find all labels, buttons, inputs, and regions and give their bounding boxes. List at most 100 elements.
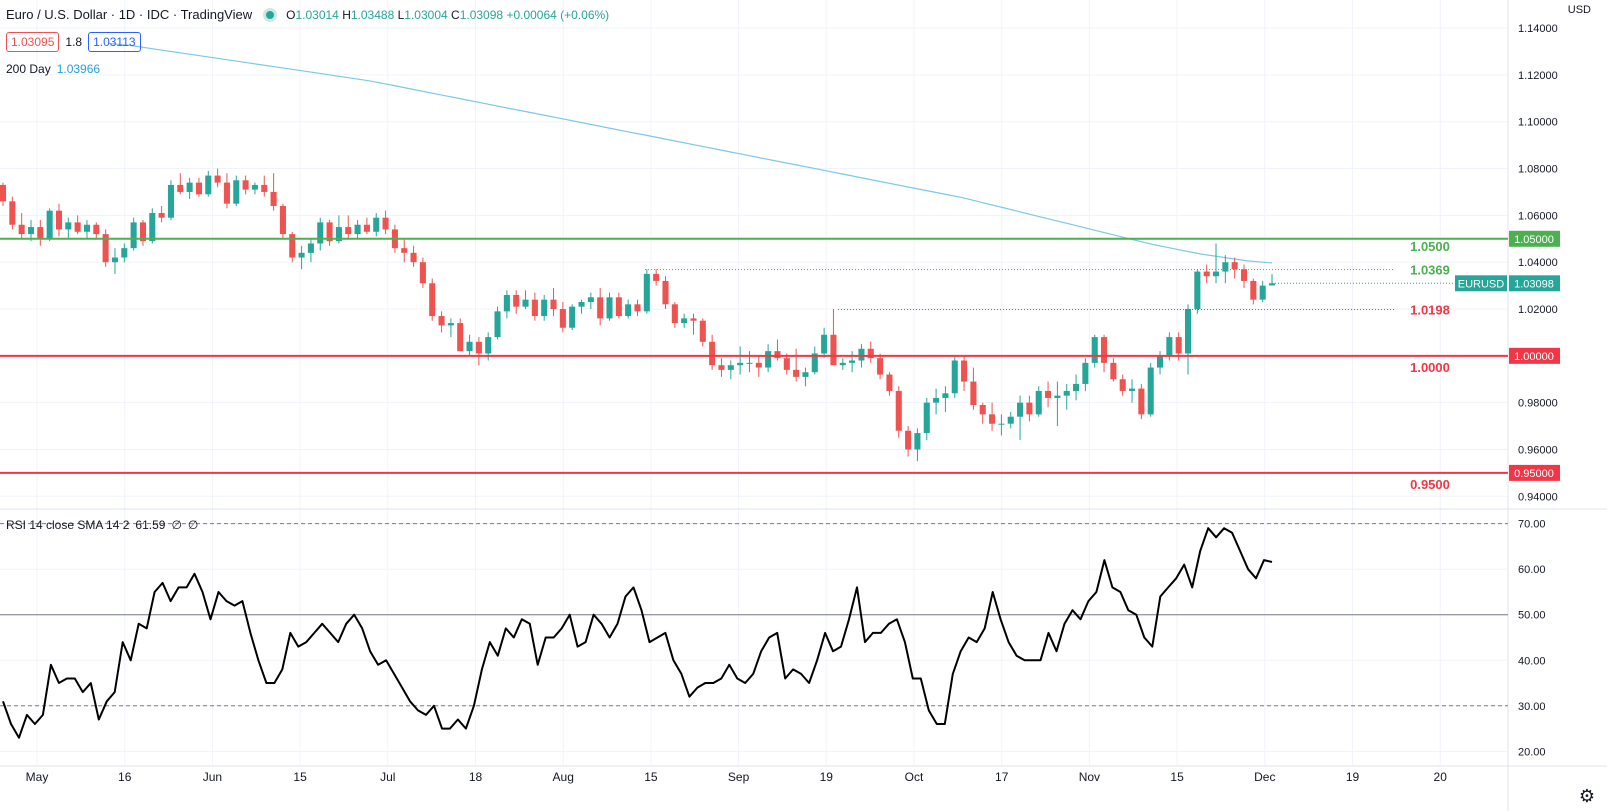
- candle-body: [541, 299, 548, 317]
- y-tick-label: 1.10000: [1518, 117, 1558, 129]
- level-axis-label: 0.95000: [1514, 468, 1554, 480]
- candle-body: [513, 294, 520, 307]
- symbol-title[interactable]: Euro / U.S. Dollar · 1D · IDC · TradingV…: [6, 7, 253, 22]
- candle-body: [37, 227, 44, 239]
- level-axis-label: 1.00000: [1514, 351, 1554, 363]
- rsi-tick-label: 40.00: [1518, 655, 1546, 667]
- candle-body: [895, 390, 902, 431]
- candle-body: [550, 299, 557, 310]
- candle-body: [1138, 388, 1145, 415]
- candle-body: [1250, 280, 1257, 300]
- candle-body: [970, 381, 977, 405]
- currency-selector[interactable]: USD: [1567, 4, 1591, 16]
- candle-body: [858, 348, 865, 361]
- candle-body: [345, 227, 352, 235]
- candle-body: [83, 224, 91, 232]
- candle-body: [615, 297, 622, 317]
- candle-body: [401, 248, 408, 253]
- rsi-tick-label: 20.00: [1518, 746, 1546, 758]
- candle-body: [307, 243, 314, 253]
- candle-body: [503, 294, 510, 312]
- x-tick-label: 19: [1346, 770, 1360, 784]
- rsi-tick-label: 70.00: [1518, 519, 1546, 531]
- x-tick-label: Sep: [728, 770, 750, 784]
- spread-value: 1.8: [65, 35, 83, 49]
- level-axis-badge: [1509, 230, 1560, 247]
- candle-body: [1259, 285, 1266, 300]
- candle-body: [681, 318, 688, 324]
- candle-body: [727, 365, 734, 370]
- candle-body: [205, 175, 212, 195]
- candle-body: [242, 180, 249, 190]
- candle-body: [989, 414, 996, 424]
- symbol-header: Euro / U.S. Dollar · 1D · IDC · TradingV…: [6, 7, 609, 22]
- gear-icon[interactable]: ⚙: [1578, 786, 1595, 806]
- candle-body: [466, 341, 473, 352]
- candle-body: [802, 372, 809, 377]
- candle-body: [121, 248, 128, 258]
- rsi-tick-label: 50.00: [1518, 610, 1546, 622]
- candle-body: [55, 210, 63, 230]
- candle-body: [102, 234, 109, 263]
- buy-price-button[interactable]: 1.03113: [88, 32, 141, 52]
- candle-body: [298, 252, 305, 258]
- candle-body: [1222, 262, 1229, 272]
- rsi-legend[interactable]: RSI 14 close SMA 14 2 61.59 ∅ ∅: [6, 518, 198, 532]
- candle-body: [373, 217, 380, 232]
- candle-body: [1184, 309, 1192, 354]
- candle-body: [961, 360, 968, 382]
- y-tick-label: 1.08000: [1518, 164, 1558, 176]
- candle-body: [886, 374, 893, 391]
- candle-body: [643, 273, 650, 312]
- candle-body: [9, 201, 16, 225]
- candle-body: [195, 182, 202, 195]
- y-tick-label: 0.94000: [1518, 491, 1558, 503]
- level-label: 1.0000: [1410, 360, 1450, 375]
- last-price-badge: [1509, 275, 1560, 292]
- candle-body: [1063, 390, 1070, 396]
- level-axis-label: 1.05000: [1514, 234, 1554, 246]
- candle-body: [419, 262, 426, 284]
- candle-body: [279, 206, 286, 235]
- candle-body: [177, 184, 184, 192]
- candle-body: [811, 353, 818, 373]
- candle-body: [1240, 269, 1248, 281]
- ohlc-values: O1.03014 H1.03488 L1.03004 C1.03098 +0.0…: [286, 7, 610, 22]
- level-axis-badge: [1509, 464, 1560, 481]
- candle-body: [830, 334, 837, 366]
- candle-body: [653, 273, 660, 281]
- candle-body: [877, 358, 884, 375]
- candle-body: [905, 430, 912, 450]
- x-tick-label: Jul: [380, 770, 395, 784]
- candle-body: [597, 297, 604, 319]
- candle-body: [1007, 416, 1014, 424]
- symbol-badge-label: EURUSD: [1458, 278, 1505, 290]
- rsi-extra-2: ∅: [187, 518, 199, 532]
- y-tick-label: 1.14000: [1518, 23, 1558, 35]
- candle-body: [765, 351, 772, 368]
- candle-body: [793, 369, 800, 377]
- candle-body: [270, 191, 277, 207]
- candle-body: [1156, 355, 1164, 368]
- x-tick-label: 16: [118, 770, 132, 784]
- candle-body: [774, 351, 781, 359]
- x-tick-label: 17: [995, 770, 1009, 784]
- candle-body: [587, 297, 594, 302]
- market-status-icon: [266, 10, 275, 19]
- candle-body: [149, 213, 156, 242]
- sell-price-button[interactable]: 1.03095: [6, 32, 60, 52]
- ma-legend[interactable]: 200 Day 1.03966: [6, 62, 100, 76]
- level-label: 1.0500: [1410, 239, 1450, 254]
- candle-body: [1203, 271, 1210, 277]
- ma-label: 200 Day: [6, 62, 51, 76]
- candle-body: [1035, 390, 1042, 415]
- candle-body: [74, 222, 81, 232]
- candle-body: [326, 222, 333, 242]
- candle-body: [821, 334, 828, 354]
- candle-body: [289, 234, 296, 258]
- candle-body: [1110, 362, 1117, 380]
- candle-body: [251, 184, 258, 190]
- candle-body: [606, 297, 613, 319]
- candle-body: [690, 318, 697, 321]
